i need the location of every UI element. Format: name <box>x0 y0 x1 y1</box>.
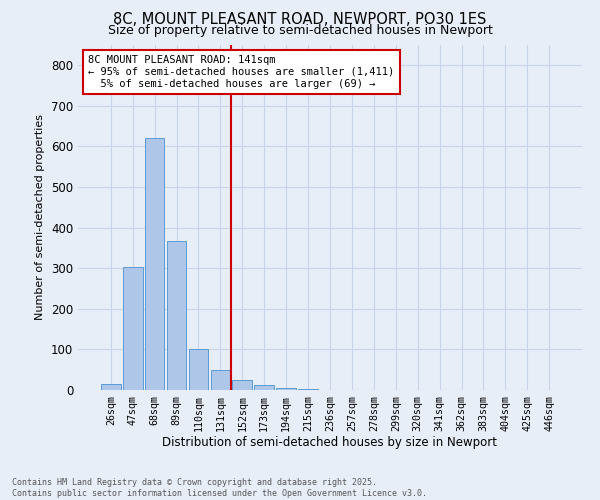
Text: 8C, MOUNT PLEASANT ROAD, NEWPORT, PO30 1ES: 8C, MOUNT PLEASANT ROAD, NEWPORT, PO30 1… <box>113 12 487 28</box>
Bar <box>123 267 143 390</box>
Bar <box>276 388 296 390</box>
Y-axis label: Number of semi-detached properties: Number of semi-detached properties <box>35 114 46 320</box>
Bar <box>167 241 187 390</box>
Bar <box>101 384 121 390</box>
Text: Contains HM Land Registry data © Crown copyright and database right 2025.
Contai: Contains HM Land Registry data © Crown c… <box>12 478 427 498</box>
Text: 8C MOUNT PLEASANT ROAD: 141sqm
← 95% of semi-detached houses are smaller (1,411): 8C MOUNT PLEASANT ROAD: 141sqm ← 95% of … <box>88 56 394 88</box>
Bar <box>211 370 230 390</box>
X-axis label: Distribution of semi-detached houses by size in Newport: Distribution of semi-detached houses by … <box>163 436 497 450</box>
Bar <box>188 350 208 390</box>
Bar <box>254 385 274 390</box>
Bar <box>145 138 164 390</box>
Bar <box>298 389 318 390</box>
Bar <box>232 380 252 390</box>
Text: Size of property relative to semi-detached houses in Newport: Size of property relative to semi-detach… <box>107 24 493 37</box>
